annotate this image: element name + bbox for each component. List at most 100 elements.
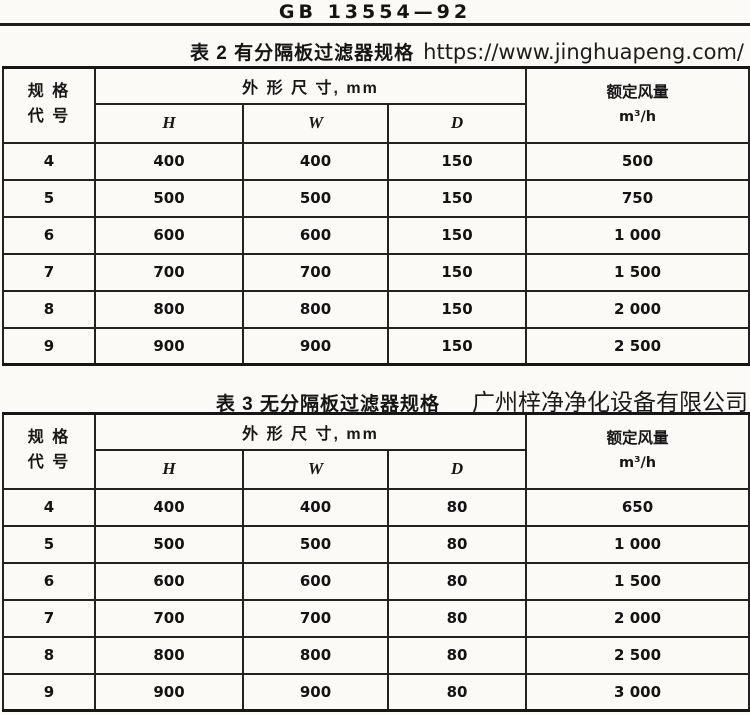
table-subheader-row: H W D xyxy=(3,102,749,144)
rated-airflow-unit: m³/h xyxy=(618,455,657,472)
rated-airflow-cell: 1 000 xyxy=(525,524,750,564)
rated-airflow-cell: 500 xyxy=(525,141,750,181)
dim-d-header: D xyxy=(386,448,528,490)
rated-airflow-header: 额定风量 m³/h xyxy=(525,412,750,490)
table-row: 6 600 600 150 1 000 xyxy=(2,215,750,255)
rated-airflow-cell: 2 000 xyxy=(525,598,750,638)
dim-d-cell: 80 xyxy=(386,524,528,564)
dim-w-cell: 700 xyxy=(242,598,389,638)
dim-d-cell: 80 xyxy=(386,598,528,638)
standard-number: GB 13554—92 xyxy=(278,1,472,23)
rated-airflow-cell: 1 000 xyxy=(525,215,750,255)
dimensions-group-header: 外 形 尺 寸, mm xyxy=(93,66,528,105)
dim-w-cell: 700 xyxy=(242,252,389,292)
table-row: 5 500 500 80 1 000 xyxy=(2,524,750,564)
dim-d-cell: 150 xyxy=(386,178,528,218)
spec-code-cell: 9 xyxy=(2,326,96,366)
dim-w-cell: 500 xyxy=(242,524,389,564)
dim-d-cell: 80 xyxy=(386,487,528,527)
rated-airflow-header: 额定风量 m³/h xyxy=(525,66,750,144)
rated-airflow-header-line1: 额定风量 xyxy=(606,430,669,448)
header-rule xyxy=(0,23,750,26)
spec-code-cell: 5 xyxy=(2,524,96,564)
dim-d-header: D xyxy=(386,102,528,144)
dim-d-cell: 80 xyxy=(386,561,528,601)
rated-airflow-cell: 650 xyxy=(525,487,750,527)
dim-w-cell: 400 xyxy=(242,141,389,181)
rated-airflow-cell: 750 xyxy=(525,178,750,218)
dim-h-cell: 400 xyxy=(94,141,244,181)
dim-h-cell: 600 xyxy=(94,561,244,601)
rated-airflow-cell: 3 000 xyxy=(525,672,750,712)
table2-watermark-url: https://www.jinghuapeng.com/ xyxy=(423,40,744,64)
table2-title: 表 2 有分隔板过滤器规格 xyxy=(190,43,415,64)
dim-w-cell: 900 xyxy=(242,326,389,366)
table3-specs: 规 格 代 号 外 形 尺 寸, mm 额定风量 m³/h H W D 4 40… xyxy=(2,412,750,712)
table-row: 9 900 900 80 3 000 xyxy=(2,672,750,712)
table-row: 6 600 600 80 1 500 xyxy=(2,561,750,601)
dim-w-cell: 800 xyxy=(242,289,389,329)
rated-airflow-cell: 2 000 xyxy=(525,289,750,329)
spec-code-header-line1: 规 格 xyxy=(27,429,71,447)
spec-code-cell: 8 xyxy=(2,635,96,675)
dim-w-cell: 400 xyxy=(242,487,389,527)
dim-w-cell: 800 xyxy=(242,635,389,675)
dim-h-cell: 700 xyxy=(94,598,244,638)
spec-code-cell: 6 xyxy=(2,215,96,255)
spec-code-cell: 7 xyxy=(2,598,96,638)
dim-h-cell: 700 xyxy=(94,252,244,292)
table-row: 5 500 500 150 750 xyxy=(2,178,750,218)
table3-watermark-company: 广州梓净净化设备有限公司 xyxy=(472,390,748,416)
spec-code-cell: 6 xyxy=(2,561,96,601)
table-row: 4 400 400 150 500 xyxy=(2,141,750,181)
rated-airflow-cell: 2 500 xyxy=(525,326,750,366)
dim-d-cell: 150 xyxy=(386,326,528,366)
table2-specs: 规 格 代 号 外 形 尺 寸, mm 额定风量 m³/h H W D 4 40… xyxy=(2,66,750,366)
dim-w-cell: 600 xyxy=(242,561,389,601)
spec-code-cell: 5 xyxy=(2,178,96,218)
dim-w-header: W xyxy=(242,102,389,144)
table-row: 7 700 700 80 2 000 xyxy=(2,598,750,638)
spec-code-cell: 9 xyxy=(2,672,96,712)
dim-h-cell: 400 xyxy=(94,487,244,527)
spec-code-header: 规 格 代 号 xyxy=(2,412,96,490)
table3-title: 表 3 无分隔板过滤器规格 xyxy=(215,394,440,415)
dim-h-header: H xyxy=(94,102,244,144)
spec-code-header-line2: 代 号 xyxy=(27,454,71,472)
dim-h-cell: 500 xyxy=(94,524,244,564)
dim-w-cell: 500 xyxy=(242,178,389,218)
rated-airflow-unit: m³/h xyxy=(618,109,657,126)
table-row: 8 800 800 80 2 500 xyxy=(2,635,750,675)
spec-code-cell: 4 xyxy=(2,141,96,181)
spec-code-cell: 7 xyxy=(2,252,96,292)
dim-d-cell: 150 xyxy=(386,289,528,329)
rated-airflow-cell: 1 500 xyxy=(525,252,750,292)
table-header-row: 规 格 代 号 外 形 尺 寸, mm 额定风量 m³/h xyxy=(2,412,750,490)
spec-code-header-line2: 代 号 xyxy=(27,108,71,126)
table-row: 8 800 800 150 2 000 xyxy=(2,289,750,329)
dim-d-cell: 150 xyxy=(386,215,528,255)
dim-h-cell: 500 xyxy=(94,178,244,218)
dim-h-cell: 800 xyxy=(94,635,244,675)
table-row: 9 900 900 150 2 500 xyxy=(2,326,750,366)
dim-h-header: H xyxy=(94,448,244,490)
dim-w-cell: 900 xyxy=(242,672,389,712)
rated-airflow-cell: 1 500 xyxy=(525,561,750,601)
table2-caption: 表 2 有分隔板过滤器规格 https://www.jinghuapeng.co… xyxy=(190,38,744,65)
dim-h-cell: 900 xyxy=(94,672,244,712)
dim-h-cell: 800 xyxy=(94,289,244,329)
dimensions-group-header: 外 形 尺 寸, mm xyxy=(93,412,528,451)
table-header-row: 规 格 代 号 外 形 尺 寸, mm 额定风量 m³/h xyxy=(2,66,750,144)
spec-code-cell: 4 xyxy=(2,487,96,527)
table-subheader-row: H W D xyxy=(3,448,749,490)
spec-code-header-line1: 规 格 xyxy=(27,83,71,101)
dim-d-cell: 150 xyxy=(386,141,528,181)
dim-w-header: W xyxy=(242,448,389,490)
spec-code-cell: 8 xyxy=(2,289,96,329)
table3-caption: 表 3 无分隔板过滤器规格 广州梓净净化设备有限公司 xyxy=(216,383,748,417)
dim-d-cell: 80 xyxy=(386,635,528,675)
spec-code-header: 规 格 代 号 xyxy=(2,66,96,144)
dim-w-cell: 600 xyxy=(242,215,389,255)
dim-d-cell: 80 xyxy=(386,672,528,712)
